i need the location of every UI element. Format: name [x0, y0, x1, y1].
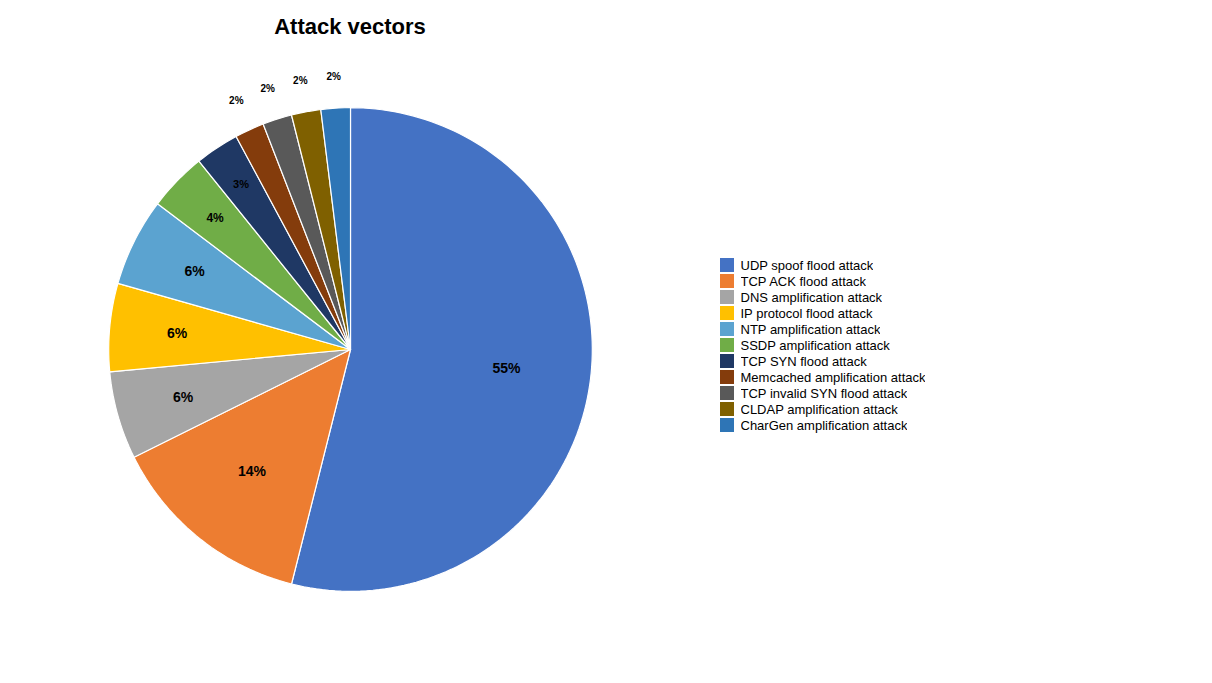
- svg-text:3%: 3%: [233, 178, 249, 190]
- html-text:Attack vectors: Attack vectors: [274, 14, 426, 39]
- html-text:CharGen amplification attack: CharGen amplification attack: [740, 417, 908, 433]
- svg-text:2%: 2%: [260, 83, 275, 94]
- svg-text:6%: 6%: [185, 263, 206, 279]
- svg-text:6%: 6%: [173, 389, 194, 405]
- html-text:SSDP amplification attack: SSDP amplification attack: [740, 337, 890, 353]
- html-text:TCP ACK flood attack: TCP ACK flood attack: [740, 273, 866, 289]
- svg-text:14%: 14%: [238, 463, 267, 479]
- svg-text:4%: 4%: [206, 211, 224, 225]
- html-text:TCP SYN flood attack: TCP SYN flood attack: [740, 353, 867, 369]
- html-text:Memcached amplification attack: Memcached amplification attack: [740, 369, 926, 385]
- svg-text:2%: 2%: [293, 75, 308, 86]
- html-text:UDP spoof flood attack: UDP spoof flood attack: [740, 257, 874, 273]
- html-text:DNS amplification attack: DNS amplification attack: [740, 289, 883, 305]
- svg-text:2%: 2%: [229, 95, 244, 106]
- html-text:CLDAP amplification attack: CLDAP amplification attack: [740, 401, 898, 417]
- svg-text:2%: 2%: [326, 71, 341, 82]
- html-text:IP protocol flood attack: IP protocol flood attack: [740, 305, 873, 321]
- svg-text:6%: 6%: [167, 325, 188, 341]
- html-text:TCP invalid SYN flood attack: TCP invalid SYN flood attack: [740, 385, 908, 401]
- svg-text:55%: 55%: [492, 360, 521, 376]
- html-text:NTP amplification attack: NTP amplification attack: [740, 321, 881, 337]
